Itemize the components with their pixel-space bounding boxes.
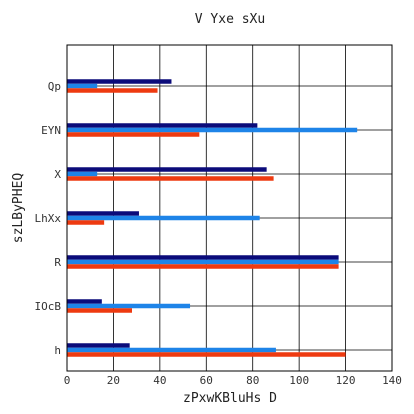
y-tick-label: IOcB: [35, 300, 62, 313]
plot-frame: [66, 44, 393, 372]
x-tick-label: 140: [382, 374, 402, 387]
bar: [67, 127, 358, 133]
bar: [67, 352, 346, 357]
bar: [67, 347, 276, 353]
y-tick-label: R: [54, 256, 61, 269]
y-tick-label: X: [54, 168, 61, 181]
y-tick-label: EYN: [41, 124, 61, 137]
bar: [67, 176, 274, 181]
bar: [67, 167, 267, 172]
x-tick-label: 120: [336, 374, 356, 387]
x-tick-label: 20: [107, 374, 120, 387]
chart-title: V Yxe sXu: [195, 12, 265, 27]
x-tick-label: 0: [64, 374, 71, 387]
bar: [67, 88, 158, 93]
x-axis-label: zPxwKBluHs D: [183, 391, 277, 406]
x-tick-labels: 0 20 40 60 80 100 120 140: [64, 374, 402, 387]
y-tick-label: h: [54, 344, 61, 357]
x-tick-label: 60: [200, 374, 213, 387]
bar: [67, 264, 339, 269]
y-tick-label: LhXx: [35, 212, 62, 225]
bar: [67, 83, 98, 89]
bar: [67, 211, 139, 216]
bar: [67, 220, 105, 225]
x-tick-label: 80: [246, 374, 259, 387]
bar: [67, 215, 260, 221]
y-tick-label: Qp: [48, 80, 61, 93]
bar: [67, 171, 98, 177]
bar: [67, 132, 200, 137]
bar: [67, 303, 191, 309]
bars: [67, 79, 358, 357]
bar: [67, 299, 102, 304]
x-tick-label: 40: [153, 374, 166, 387]
y-tick-labels: h IOcB R LhXx X EYN Qp: [35, 80, 62, 357]
bar: [67, 343, 130, 348]
bar: [67, 255, 339, 260]
x-tick-label: 100: [289, 374, 309, 387]
bar: [67, 259, 339, 265]
bar: [67, 308, 132, 313]
grid-lines: [66, 45, 393, 371]
y-axis-label: szLByPHEQ: [11, 173, 26, 244]
bar: [67, 79, 172, 84]
bar: [67, 123, 258, 128]
